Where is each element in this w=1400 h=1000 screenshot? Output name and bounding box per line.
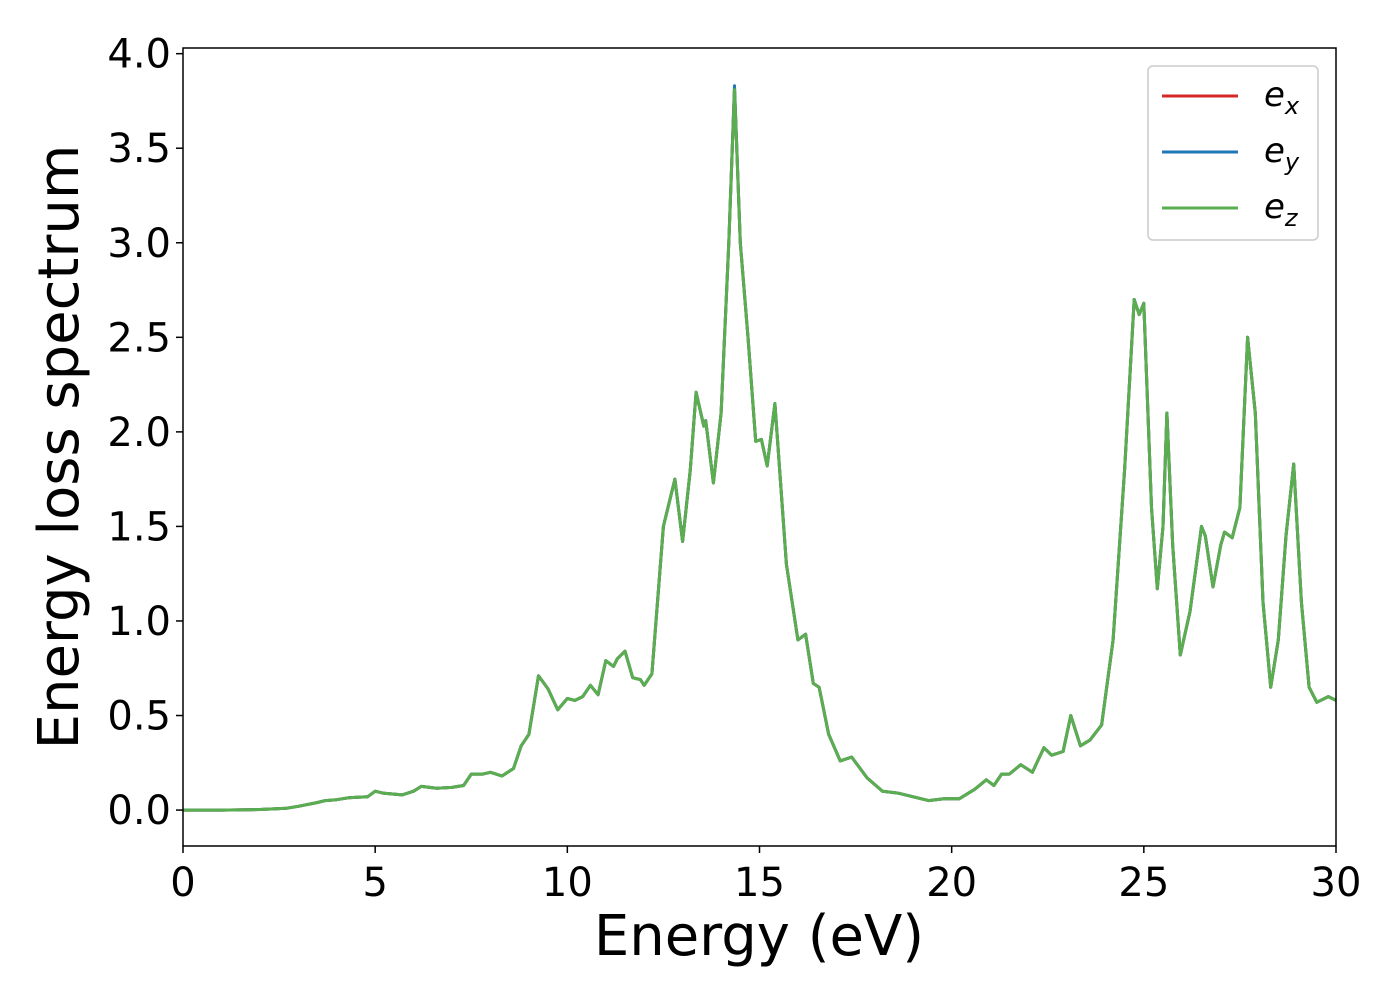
y-tick-label: 4.0 [107,32,171,78]
x-tick-label: 10 [542,860,593,906]
y-tick-label: 1.5 [107,504,171,550]
x-tick-label: 15 [734,860,785,906]
legend-label: ex [1264,75,1300,120]
x-axis-label: Energy (eV) [594,904,924,969]
plot-frame [182,47,1337,847]
y-tick-label: 1.0 [107,599,171,645]
x-tick-label: 25 [1118,860,1169,906]
y-tick-label: 0.5 [107,694,171,740]
legend-label: ey [1264,131,1300,176]
y-tick-label: 3.0 [107,221,171,267]
y-tick-label: 2.0 [107,410,171,456]
y-tick-label: 0.0 [107,788,171,834]
x-tick-label: 30 [1311,860,1362,906]
x-tick-label: 20 [926,860,977,906]
x-tick-label: 5 [362,860,387,906]
legend-label: ez [1264,187,1299,232]
y-tick-label: 2.5 [107,315,171,361]
y-tick-label: 3.5 [107,126,171,172]
y-axis-label: Energy loss spectrum [27,145,92,750]
series-line [183,88,1337,812]
x-tick-label: 0 [170,860,195,906]
